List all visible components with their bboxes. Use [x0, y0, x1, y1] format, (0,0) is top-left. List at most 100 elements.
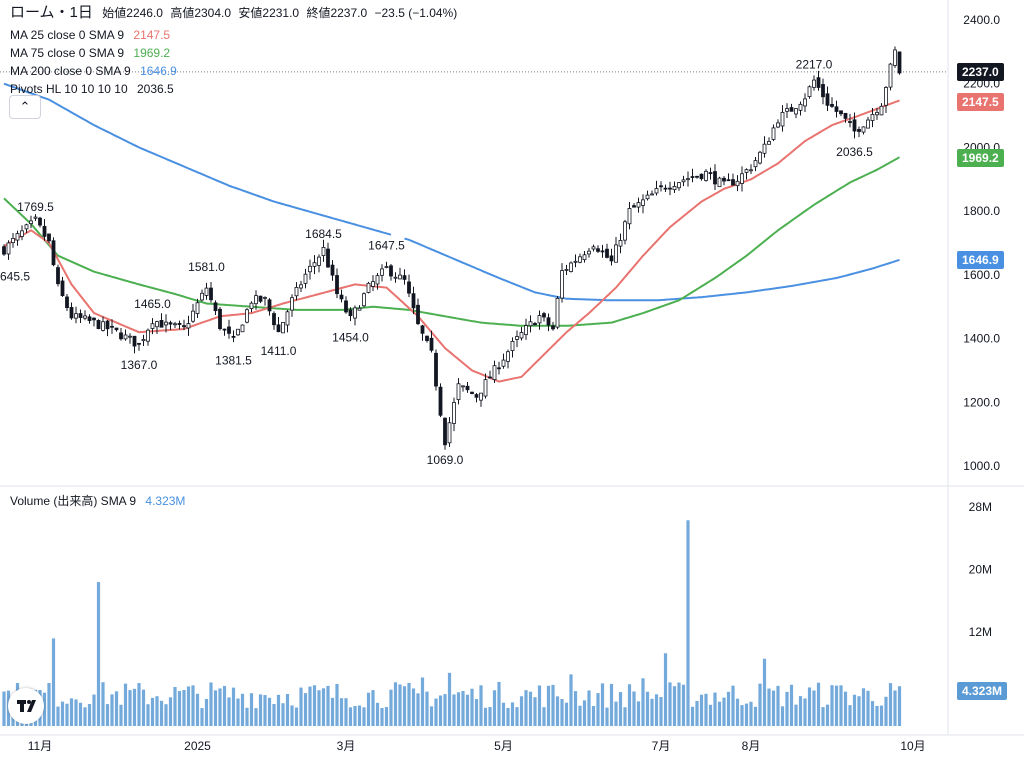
volume-bar: [776, 685, 780, 726]
change-value: −23.5 (−1.04%): [374, 6, 458, 20]
candle-up: [681, 179, 686, 183]
volume-bar: [780, 706, 785, 726]
ma75-value: 1969.2: [133, 46, 171, 60]
candle-down: [821, 84, 825, 98]
volume-bar: [119, 704, 123, 726]
candle-up: [758, 151, 762, 164]
candle-up: [879, 105, 884, 116]
volume-bar: [146, 704, 150, 726]
legend-row-ma200[interactable]: MA 200 close 0 SMA 9 1646.9: [10, 62, 177, 80]
candle-down: [420, 325, 425, 334]
candle-up: [564, 269, 569, 271]
volume-bar: [434, 698, 438, 726]
volume-bar: [335, 683, 339, 726]
candle-up: [245, 309, 249, 323]
volume-bar: [213, 690, 218, 726]
tradingview-logo[interactable]: [8, 688, 44, 724]
volume-bar: [114, 691, 119, 726]
candle-up: [884, 87, 888, 106]
candle-up: [780, 111, 785, 127]
volume-bar: [191, 685, 195, 726]
volume-bar: [528, 691, 533, 726]
candle-up: [735, 180, 740, 187]
volume-bar: [321, 688, 326, 726]
legend-row-ma25[interactable]: MA 25 close 0 SMA 9 2147.5: [10, 26, 170, 44]
candle-down: [159, 320, 164, 328]
volume-bar: [258, 694, 263, 726]
volume-bar: [155, 696, 159, 726]
volume-price-tag: 4.323M: [957, 682, 1008, 700]
volume-bar: [110, 694, 114, 726]
candle-up: [870, 114, 875, 121]
volume-bar: [600, 683, 605, 726]
volume-legend[interactable]: Volume (出来高) SMA 9 4.323M: [10, 492, 185, 510]
candle-down: [551, 325, 555, 330]
candle-down: [47, 233, 51, 242]
volume-bar: [672, 686, 677, 726]
pivot-label: 2217.0: [796, 57, 833, 71]
volume-bar: [866, 690, 870, 726]
volume-bar: [393, 682, 398, 726]
price-tick-label: 1800.0: [963, 204, 1000, 218]
grid: [0, 0, 1024, 736]
volume-bar: [447, 672, 452, 726]
candle-up: [888, 63, 893, 88]
volume-bar: [384, 707, 389, 726]
volume-bar: [843, 691, 848, 726]
volume-bar: [848, 705, 852, 726]
volume-bar: [807, 687, 812, 726]
volume-bar: [249, 693, 254, 726]
collapse-legend-button[interactable]: ⌃: [9, 95, 41, 119]
candle-down: [348, 309, 353, 317]
candle-down: [402, 275, 407, 280]
volume-bar: [461, 691, 465, 726]
pivots-value: 2036.5: [136, 82, 174, 96]
volume-bar: [605, 707, 609, 726]
volume-bar: [362, 707, 366, 726]
candle-down: [213, 302, 218, 312]
volume-bar: [713, 692, 717, 726]
candle-down: [663, 187, 668, 190]
volume-bar: [798, 696, 803, 726]
close-label: 終値: [306, 6, 331, 20]
volume-bars: [2, 520, 902, 726]
volume-bar: [96, 582, 101, 726]
candle-down: [830, 103, 834, 107]
price-tick-label: 1400.0: [963, 332, 1000, 346]
volume-bar: [429, 706, 434, 726]
candle-up: [506, 351, 510, 362]
symbol-title[interactable]: ローム・1日: [10, 4, 93, 21]
candle-up: [15, 233, 20, 241]
candle-up: [263, 297, 267, 299]
volume-bar: [465, 694, 470, 726]
volume-bar: [569, 674, 573, 726]
candle-up: [452, 402, 456, 424]
ma25-price-tag: 2147.5: [957, 93, 1004, 111]
pivot-label: 1465.0: [134, 297, 171, 311]
candle-up: [560, 270, 564, 299]
candle-up: [236, 328, 240, 336]
candle-up: [578, 256, 582, 263]
volume-bar: [479, 685, 483, 726]
last-price-tag: 2237.0: [957, 63, 1004, 81]
volume-bar: [159, 700, 164, 726]
volume-bar: [699, 694, 704, 726]
candle-down: [177, 322, 182, 325]
volume-bar: [717, 701, 722, 726]
legend-row-ma75[interactable]: MA 75 close 0 SMA 9 1969.2: [10, 44, 170, 62]
legend-row-pivots[interactable]: Pivots HL 10 10 10 10 2036.5: [10, 80, 174, 98]
candle-down: [51, 240, 56, 266]
candle-up: [186, 323, 191, 329]
candle-up: [249, 302, 254, 309]
volume-bar: [353, 705, 357, 726]
candle-up: [528, 321, 533, 327]
time-tick-label: 3月: [337, 739, 356, 753]
candle-up: [519, 332, 524, 339]
volume-bar: [816, 682, 821, 726]
volume-bar: [209, 682, 213, 726]
candle-up: [753, 160, 758, 168]
candle-down: [789, 107, 794, 112]
candle-down: [56, 267, 60, 285]
